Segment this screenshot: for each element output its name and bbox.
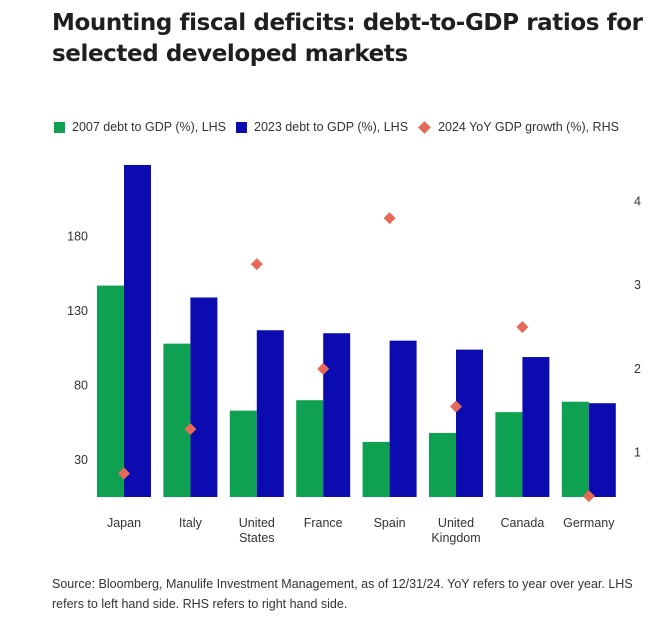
bar-2023-debt: [124, 164, 151, 497]
chart-title: Mounting fiscal deficits: debt-to-GDP ra…: [52, 10, 643, 67]
x-axis-category-label: France: [304, 516, 343, 530]
growth-marker: [250, 258, 263, 271]
x-axis-category-label: United Kingdom: [431, 516, 480, 545]
left-axis-tick-label: 130: [67, 304, 88, 318]
source-note: Source: Bloomberg, Manulife Investment M…: [52, 577, 633, 611]
bar-2023-debt: [389, 340, 417, 497]
right-axis-tick-label: 4: [634, 194, 641, 208]
legend-label-2007-debt: 2007 debt to GDP (%), LHS: [72, 120, 227, 134]
x-axis-category-label: Italy: [179, 516, 203, 530]
bar-2023-debt: [522, 357, 550, 497]
legend-item-2007-debt: 2007 debt to GDP (%), LHS: [54, 120, 226, 134]
growth-marker: [317, 362, 330, 375]
bar-2007-debt: [97, 285, 124, 497]
bar-2023-debt: [456, 349, 483, 497]
bar-2007-debt: [561, 401, 589, 497]
bar-2007-debt: [429, 432, 456, 497]
left-axis-tick-label: 180: [67, 229, 88, 243]
x-axis-category-label: Canada: [501, 516, 545, 530]
x-axis-category-label: Spain: [374, 516, 406, 530]
left-axis-tick-label: 30: [74, 453, 88, 467]
legend-swatch-2023-debt: [236, 121, 248, 133]
legend: 2007 debt to GDP (%), LHS 2023 debt to G…: [54, 120, 619, 134]
x-axis: Japan Italy United States France Spain United K…: [107, 516, 615, 545]
legend-swatch-2007-debt: [54, 121, 65, 133]
right-axis-tick-label: 1: [634, 446, 641, 460]
growth-markers: [118, 212, 595, 503]
right-axis-tick-label: 2: [634, 362, 641, 376]
bar-2023-debt: [323, 333, 351, 497]
legend-item-2023-debt: 2023 debt to GDP (%), LHS: [236, 120, 408, 134]
legend-label-2024-growth: 2024 YoY GDP growth (%), RHS: [438, 120, 619, 134]
bar-2007-debt: [163, 343, 191, 497]
x-axis-category-label: Japan: [107, 516, 141, 530]
legend-item-2024-growth: 2024 YoY GDP growth (%), RHS: [418, 120, 619, 134]
bar-2007-debt: [495, 412, 523, 497]
legend-label-2023-debt: 2023 debt to GDP (%), LHS: [254, 120, 409, 134]
bar-2023-debt: [256, 330, 284, 497]
growth-marker: [118, 467, 130, 480]
growth-marker: [582, 490, 595, 503]
bar-2023-debt: [190, 297, 218, 497]
growth-marker: [450, 400, 462, 413]
bars: [97, 164, 616, 497]
growth-marker: [516, 320, 529, 333]
growth-marker: [184, 423, 197, 436]
right-axis: 1 2 3 4: [634, 194, 641, 459]
x-axis-category-label: Germany: [563, 516, 615, 530]
bar-2007-debt: [296, 400, 324, 497]
right-axis-tick-label: 3: [634, 278, 641, 292]
bar-2007-debt: [229, 410, 257, 497]
bar-chart: 30 80 130 180 1 2 3 4 Japan Italy United States Fr…: [67, 164, 641, 545]
growth-marker: [383, 212, 396, 225]
left-axis-tick-label: 80: [74, 378, 88, 392]
x-axis-category-label: United States: [239, 516, 275, 545]
bar-2023-debt: [588, 403, 616, 497]
left-axis: 30 80 130 180: [67, 229, 88, 466]
bar-2007-debt: [362, 441, 390, 497]
